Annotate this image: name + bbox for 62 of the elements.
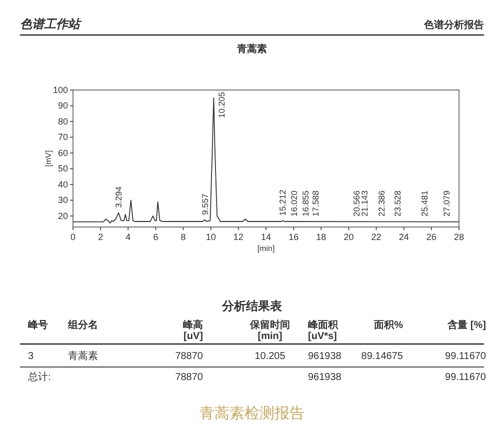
text: 峰高 [uV] (183, 319, 203, 342)
annotation: 10.205 (216, 92, 227, 118)
x-tick-label: 22 (371, 232, 382, 242)
annotation: 16.855 (300, 190, 310, 216)
text: 青蒿素检测报告 (200, 405, 304, 422)
annotation: 23.528 (392, 190, 402, 216)
text: 色谱分析报告 (423, 19, 484, 31)
x-tick-label: 28 (454, 232, 464, 242)
annotation: 16.020 (288, 190, 299, 216)
text: 保留时间 [min] (249, 319, 290, 342)
annotation: 21.143 (359, 190, 370, 216)
annotation: 22.386 (376, 190, 387, 216)
x-tick-label: 0 (70, 232, 76, 242)
x-tick-label: 2 (98, 232, 104, 242)
text: 青蒿素 (68, 350, 98, 362)
x-tick-label: 20 (344, 232, 354, 242)
annotation: 15.212 (278, 189, 288, 216)
annotation: 27.079 (441, 190, 452, 216)
y-tick-label: 50 (58, 164, 68, 174)
text: 含量 [%] (446, 319, 486, 331)
x-tick-label: 6 (153, 232, 158, 242)
text: 78870 (175, 372, 204, 383)
y-axis-title: [mV] (44, 150, 53, 167)
annotation: 17.588 (310, 190, 320, 216)
text: 色谱工作站 (20, 17, 82, 31)
x-tick-label: 16 (288, 232, 299, 242)
text: 78870 (175, 351, 204, 362)
annotation: 20.566 (352, 190, 362, 216)
y-tick-label: 20 (58, 210, 68, 221)
x-tick-label: 26 (426, 232, 436, 242)
y-tick-label: 90 (58, 100, 68, 111)
x-tick-label: 10 (206, 232, 216, 242)
text: 99.11670 (445, 351, 486, 362)
text: 组分名 (67, 319, 98, 331)
x-tick-label: 18 (316, 232, 326, 242)
y-tick-label: 70 (58, 132, 68, 142)
x-tick-label: 14 (260, 232, 272, 242)
text: 961938 (308, 351, 342, 362)
text: 99.11670 (445, 372, 486, 383)
annotation: 9.557 (200, 193, 210, 215)
y-tick-label: 30 (58, 195, 68, 206)
text: 10.205 (254, 351, 286, 362)
y-tick-label: 80 (58, 116, 68, 126)
annotation: 25.481 (419, 190, 430, 216)
text: 分析结果表 (221, 299, 283, 313)
chart-title: 青蒿素 (236, 43, 267, 55)
text: 峰号 (28, 319, 48, 331)
text: 961938 (308, 372, 342, 383)
x-tick-label: 12 (233, 232, 244, 242)
x-axis-title: [min] (257, 244, 275, 253)
text: 89.14675 (361, 351, 404, 362)
y-tick-label: 60 (58, 148, 68, 158)
x-tick-label: 24 (398, 232, 409, 242)
text: 面积% (373, 320, 404, 331)
annotation: 3.294 (113, 186, 124, 208)
text: 总计: (27, 371, 51, 383)
y-tick-label: 40 (58, 179, 68, 190)
y-tick-label: 100 (52, 85, 68, 95)
text: 3 (28, 351, 34, 362)
x-tick-label: 4 (126, 232, 131, 242)
text: 峰面积 [uV*s] (308, 319, 339, 342)
x-tick-label: 8 (180, 232, 186, 242)
